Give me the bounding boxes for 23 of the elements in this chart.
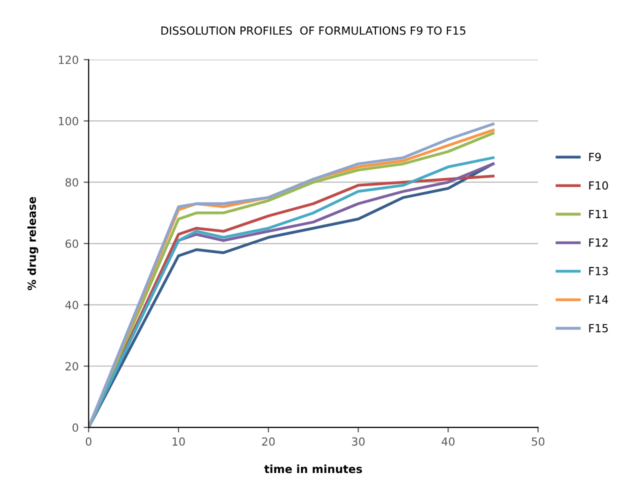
x-axis-title: time in minutes	[264, 464, 362, 474]
y-axis-title: % drug release	[27, 196, 38, 290]
legend-label: F13	[589, 266, 608, 276]
legend-label: F9	[589, 152, 601, 162]
y-tick-label: 60	[66, 240, 78, 248]
x-tick-label: 0	[86, 437, 92, 446]
legend-label: F11	[589, 210, 608, 218]
chart-title: DISSOLUTION PROFILES OF FORMULATIONS F9 TO F15	[161, 26, 466, 35]
y-tick-label: 40	[65, 300, 78, 310]
legend-label: F15	[589, 324, 608, 332]
y-tick-label: 80	[66, 178, 78, 187]
x-tick-label: 50	[532, 437, 544, 446]
x-tick-label: 30	[352, 437, 365, 446]
legend-label: F14	[589, 296, 608, 304]
legend-label: F12	[589, 238, 608, 247]
x-tick-label: 40	[442, 437, 454, 446]
y-tick-label: 20	[66, 362, 78, 371]
legend-label: F10	[589, 181, 608, 190]
y-tick-label: 120	[58, 56, 78, 64]
x-tick-label: 10	[172, 437, 185, 446]
y-tick-label: 0	[72, 423, 78, 432]
x-tick-label: 20	[262, 437, 275, 446]
y-tick-label: 100	[58, 116, 78, 126]
